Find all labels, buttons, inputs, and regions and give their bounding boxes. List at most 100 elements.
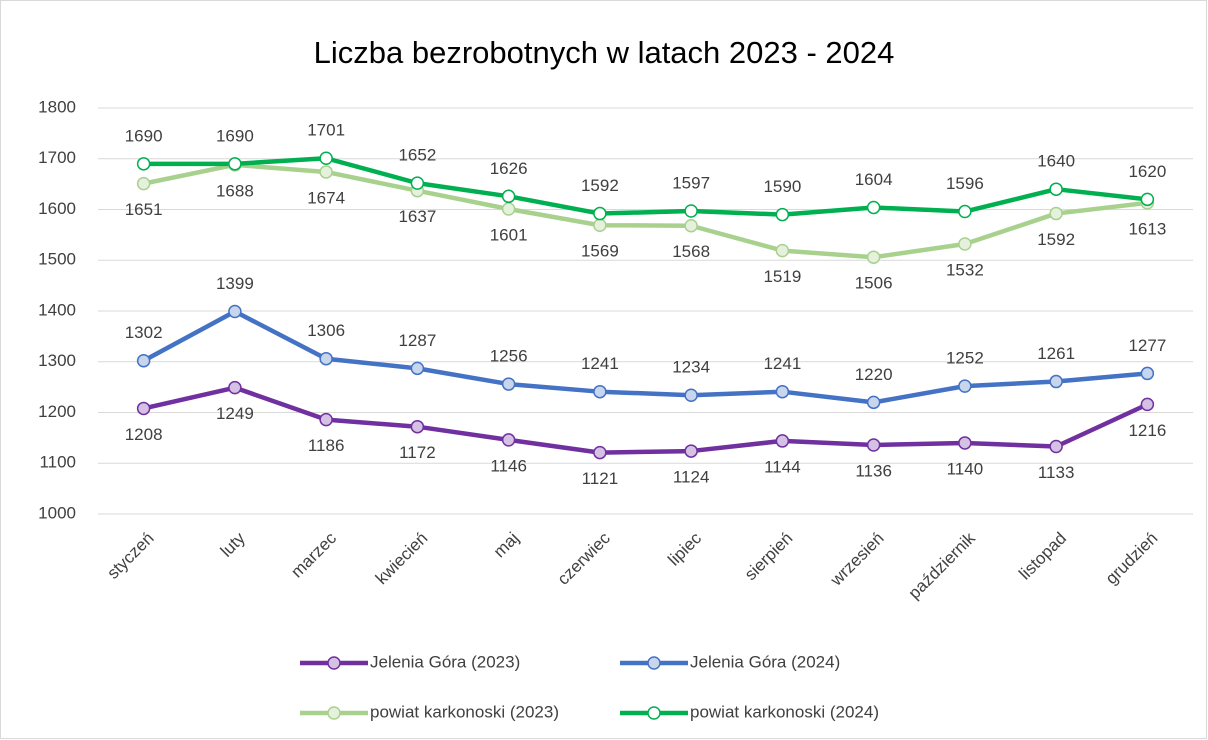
data-label: 1256	[490, 347, 528, 366]
data-label: 1302	[125, 323, 163, 342]
data-label: 1637	[398, 207, 436, 226]
marker	[228, 157, 242, 171]
legend-label: powiat karkonoski (2023)	[370, 702, 559, 721]
marker	[410, 176, 425, 190]
marker	[501, 433, 516, 447]
data-label: 1216	[1128, 421, 1166, 440]
marker	[136, 401, 151, 416]
data-label: 1596	[946, 174, 984, 193]
legend-marker	[647, 656, 661, 670]
data-label: 1124	[673, 468, 710, 487]
data-label: 1399	[216, 274, 254, 293]
marker	[775, 384, 790, 399]
data-label: 1208	[125, 425, 163, 444]
marker	[319, 351, 333, 366]
data-label: 1688	[216, 181, 254, 200]
marker	[684, 218, 698, 233]
data-label: 1620	[1128, 162, 1166, 181]
data-label: 1652	[398, 146, 436, 165]
y-tick-label: 1200	[38, 402, 76, 421]
data-label: 1234	[672, 358, 710, 377]
data-label: 1140	[947, 459, 984, 478]
data-label: 1674	[307, 188, 345, 207]
y-tick-label: 1400	[38, 300, 76, 319]
data-label: 1626	[490, 159, 528, 178]
marker	[593, 206, 607, 221]
data-label: 1252	[946, 349, 984, 368]
data-label: 1604	[855, 170, 893, 189]
marker	[1140, 192, 1155, 207]
marker	[958, 379, 972, 393]
legend-label: Jelenia Góra (2024)	[690, 652, 840, 671]
data-label: 1532	[946, 260, 984, 279]
y-tick-label: 1700	[38, 148, 76, 167]
legend-label: Jelenia Góra (2023)	[370, 652, 520, 671]
marker	[1140, 397, 1155, 412]
marker	[866, 438, 881, 452]
marker	[228, 380, 242, 395]
data-label: 1592	[1037, 230, 1075, 249]
y-tick-label: 1500	[38, 250, 76, 269]
marker	[410, 419, 425, 434]
data-label: 1172	[399, 443, 436, 462]
marker	[684, 388, 698, 402]
marker	[866, 395, 881, 410]
data-label: 1144	[764, 457, 801, 476]
legend-marker	[327, 706, 341, 720]
marker	[593, 218, 607, 232]
marker	[1049, 182, 1063, 196]
marker	[1049, 206, 1063, 221]
series-line	[142, 309, 1148, 405]
marker	[228, 304, 242, 319]
y-tick-label: 1100	[39, 453, 76, 472]
marker	[1140, 366, 1155, 381]
series-line	[143, 385, 1149, 455]
data-label: 1306	[307, 321, 345, 340]
data-label: 1690	[125, 126, 163, 145]
series-line	[143, 155, 1148, 217]
marker	[136, 353, 151, 368]
series-line	[143, 162, 1148, 260]
data-label: 1277	[1128, 336, 1166, 355]
data-label: 1261	[1037, 344, 1075, 363]
data-label: 1690	[216, 126, 254, 145]
marker	[866, 250, 881, 264]
data-label: 1186	[308, 436, 345, 455]
marker	[593, 384, 607, 399]
marker	[410, 361, 425, 376]
data-label: 1592	[581, 176, 619, 195]
data-label: 1590	[763, 177, 801, 196]
data-label: 1640	[1037, 152, 1075, 171]
data-label: 1601	[490, 225, 528, 244]
data-label: 1249	[216, 404, 254, 423]
data-label: 1287	[398, 331, 436, 350]
marker	[319, 412, 333, 427]
marker	[958, 204, 972, 219]
legend-label: powiat karkonoski (2024)	[690, 702, 879, 721]
data-label: 1241	[581, 354, 619, 373]
marker	[501, 189, 516, 204]
marker	[1049, 374, 1063, 389]
marker	[775, 207, 790, 222]
marker	[775, 434, 790, 448]
data-label: 1568	[672, 242, 710, 261]
y-tick-label: 1600	[38, 199, 76, 218]
marker	[501, 202, 516, 216]
marker	[593, 445, 607, 460]
y-tick-label: 1300	[38, 351, 76, 370]
chart-title: Liczba bezrobotnych w latach 2023 - 2024	[314, 35, 895, 70]
data-label: 1597	[672, 174, 710, 193]
marker	[684, 444, 698, 458]
marker	[319, 151, 333, 165]
data-label: 1121	[582, 469, 619, 488]
marker	[501, 377, 516, 391]
data-label: 1701	[307, 121, 345, 140]
data-label: 1146	[490, 456, 527, 475]
legend-marker	[327, 656, 341, 670]
marker	[775, 243, 790, 258]
data-label: 1506	[855, 274, 893, 293]
marker	[136, 157, 151, 171]
